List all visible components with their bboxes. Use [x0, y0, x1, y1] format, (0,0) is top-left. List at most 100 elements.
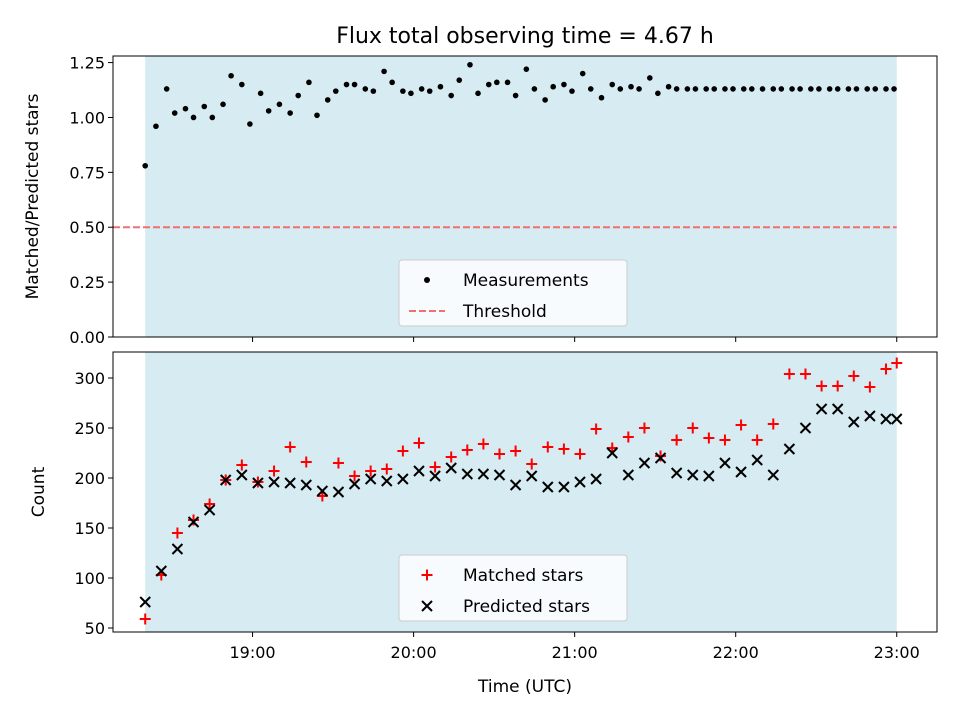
predicted-star-point	[880, 413, 892, 425]
y-tick-label: 150	[74, 519, 105, 538]
x-axis-label: Time (UTC)	[477, 677, 572, 697]
measurement-point	[494, 79, 500, 86]
predicted-star-point	[509, 479, 522, 491]
measurement-point	[142, 162, 149, 169]
y-tick-label: 1.00	[69, 108, 105, 127]
measurement-point	[872, 86, 879, 92]
x-tick-label: 20:00	[391, 643, 437, 662]
matched-star-point	[687, 422, 699, 434]
measurement-point	[628, 83, 634, 90]
measurement-point	[314, 112, 320, 119]
predicted-star-point	[638, 457, 651, 469]
predicted-star-point	[445, 462, 457, 474]
measurement-point	[201, 103, 208, 110]
predicted-star-point	[526, 470, 538, 482]
measurement-point	[808, 86, 814, 92]
predicted-star-point	[187, 516, 200, 528]
matched-star-point	[542, 441, 554, 453]
matched-star-point	[397, 445, 409, 457]
matched-star-point	[590, 423, 602, 435]
matched-star-point	[381, 463, 393, 475]
matched-star-point	[799, 368, 811, 380]
predicted-star-point	[364, 473, 377, 485]
measurement-point	[845, 86, 852, 92]
legend-marker-predicted-stars	[421, 600, 433, 612]
y-tick-label: 300	[74, 369, 105, 388]
measurement-point	[617, 86, 624, 92]
measurement-point	[400, 88, 406, 94]
measurement-point	[351, 81, 358, 88]
x-tick-label: 23:00	[874, 643, 920, 662]
measurement-point	[295, 92, 301, 99]
matched-stars-points	[139, 357, 903, 625]
bottom-axes-frame	[112, 351, 938, 633]
predicted-star-point	[622, 469, 635, 481]
measurement-point	[456, 77, 463, 83]
predicted-star-point	[236, 469, 248, 481]
measurement-point	[673, 86, 680, 92]
measurement-point	[834, 86, 841, 92]
measurement-point	[587, 86, 594, 92]
predicted-star-point	[590, 473, 602, 485]
measurement-point	[853, 86, 860, 92]
predicted-star-point	[719, 457, 731, 469]
measurement-point	[531, 86, 538, 92]
y-tick-label: 50	[85, 619, 105, 638]
predicted-star-point	[477, 468, 490, 480]
matched-star-point	[494, 448, 506, 460]
measurement-point	[257, 90, 264, 97]
predicted-star-point	[558, 481, 570, 493]
measurement-point	[740, 86, 747, 92]
legend-marker-measurements	[424, 277, 430, 283]
matched-star-point	[477, 438, 489, 450]
measurement-point	[703, 86, 709, 92]
measurement-point	[730, 86, 736, 92]
measurement-point	[816, 86, 822, 92]
predicted-star-point	[574, 476, 586, 488]
measurement-point	[864, 86, 871, 92]
top-legend-box	[398, 259, 628, 327]
top-panel: 0.00 0.25 0.50 0.75 1.00 1.25 Flux total obse…	[23, 24, 938, 347]
matched-star-point	[188, 514, 200, 526]
matched-star-point	[204, 498, 216, 510]
predicted-star-point	[413, 465, 425, 477]
measurement-point	[265, 108, 272, 114]
measurement-point	[789, 86, 795, 92]
measurement-point	[485, 81, 492, 88]
measurement-point	[220, 101, 226, 108]
x-tick-label: 22:00	[713, 643, 759, 662]
predicted-star-point	[831, 403, 844, 415]
bottom-panel: 50 100 150 200 250 300 19:00 20:00 21:00 22:00 23…	[29, 351, 938, 697]
matched-star-point	[638, 422, 650, 434]
matched-star-point	[671, 434, 683, 446]
legend-label-predicted-stars: Predicted stars	[463, 597, 590, 617]
measurement-point	[475, 90, 481, 97]
measurement-point	[418, 86, 425, 92]
measurement-points	[142, 61, 897, 169]
matched-star-point	[268, 465, 280, 477]
matched-star-point	[655, 450, 667, 462]
measurement-point	[182, 105, 189, 112]
matched-star-point	[832, 380, 844, 392]
measurement-point	[228, 72, 234, 79]
measurement-point	[389, 79, 395, 86]
predicted-star-point	[268, 476, 280, 488]
measurement-point	[324, 97, 331, 103]
predicted-star-point	[670, 467, 683, 479]
predicted-star-point	[815, 403, 828, 415]
predicted-star-point	[429, 470, 441, 482]
matched-star-point	[880, 363, 892, 375]
matched-star-point	[429, 461, 441, 473]
predicted-star-point	[300, 479, 312, 491]
predicted-star-point	[203, 504, 216, 516]
matched-star-point	[864, 381, 876, 393]
predicted-star-point	[461, 468, 474, 480]
matched-star-point	[558, 443, 570, 455]
y-tick-label: 250	[74, 419, 105, 438]
y-tick-label: 0.75	[69, 163, 105, 182]
measurement-point	[759, 86, 766, 92]
matched-star-point	[171, 527, 183, 539]
measurement-point	[891, 86, 897, 92]
y-tick-label: 200	[74, 469, 105, 488]
predicted-star-point	[891, 413, 903, 425]
